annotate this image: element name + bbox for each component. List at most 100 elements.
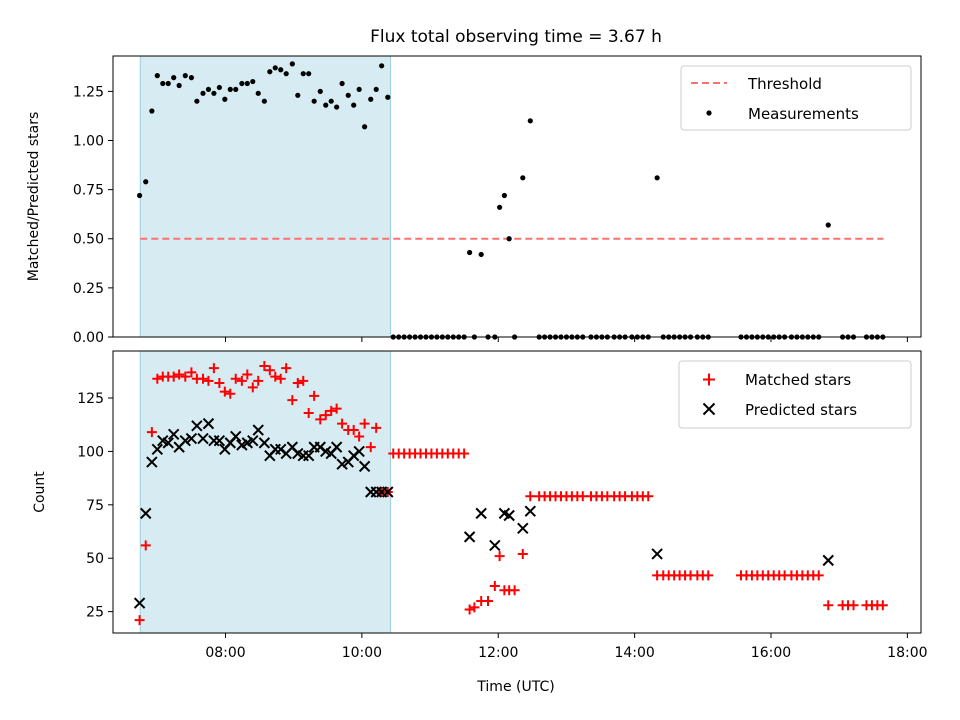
matched-star-point [264,365,275,376]
predicted-star-point [252,424,264,436]
matched-star-point [287,395,298,406]
predicted-star-point [330,441,343,453]
matched-star-point [134,615,145,626]
measurement-point [244,80,250,87]
x-tick-label: 18:00 [887,645,927,661]
y-tick-label: 0.25 [73,281,104,297]
matched-star-point [298,375,309,386]
measurement-point [182,73,188,79]
measurement-point [160,80,166,87]
matched-star-point [198,373,209,384]
measurement-point [200,90,206,96]
measurement-point [233,86,239,93]
matched-star-point [703,570,714,581]
matched-star-point [320,410,331,421]
x-tick-label: 12:00 [478,645,518,661]
predicted-star-point [162,437,174,449]
matched-star-point [281,363,292,374]
predicted-star-point [247,435,259,447]
y-tick-label: 1.00 [73,133,104,149]
predicted-star-point [258,437,271,449]
measurement-point [143,179,149,185]
observing-time-span [139,350,392,634]
measurement-point [283,71,289,77]
measurement-point [250,78,256,85]
observing-time-span [139,55,392,338]
predicted-star-point [302,449,315,462]
x-tick-label: 16:00 [751,645,791,661]
matched-star-point [270,371,281,382]
measurement-point [295,92,301,98]
matched-star-point [168,371,179,382]
predicted-star-point [353,445,365,458]
measurement-point [373,86,379,93]
matched-star-point [208,363,219,374]
matched-star-point [489,581,500,591]
measurement-point [478,251,484,258]
predicted-star-point [191,420,203,432]
matched-star-point [275,373,286,384]
matched-star-point [365,442,376,453]
predicted-star-point [167,428,180,441]
matched-star-point [219,386,230,397]
matched-star-point [180,371,191,382]
matched-star-point [359,418,370,429]
matched-star-point [230,373,241,384]
matched-star-point [877,600,888,611]
measurement-point [379,63,385,69]
measurement-point [345,92,351,98]
measurement-point [261,98,267,104]
predicted-star-point [197,432,209,445]
matched-star-point [517,548,528,559]
plot-frame [112,55,922,338]
matched-star-point [331,403,342,414]
y-tick-label: 0.00 [73,330,104,346]
predicted-star-point [140,507,152,520]
measurement-point [255,90,261,96]
measurement-point [351,102,357,108]
measurement-point [323,102,329,108]
predicted-star-point [133,597,146,609]
ratio-panel: 0.00 0.25 0.50 0.75 1.00 1.25 Matched/Predict… [26,55,922,346]
measurement-point [289,61,295,67]
measurement-point [205,86,212,93]
legend-measurements-swatch [706,110,712,116]
matched-star-point [459,448,470,459]
legend-measurements-label: Measurements [748,105,859,123]
matched-star-point [848,600,859,611]
matched-star-point [813,570,824,581]
measurement-point [136,192,143,199]
predicted-star-point [524,505,537,517]
predicted-star-point [213,435,226,447]
measurement-point [467,249,473,256]
legend-box [678,360,912,429]
predicted-star-point [202,417,215,430]
x-axis-label: Time (UTC) [476,679,554,695]
matched-star-point [309,390,320,401]
y-tick-label: 0.50 [73,232,104,248]
y-tick-label: 50 [86,551,104,567]
measurement-point [520,175,526,181]
matched-star-point [203,375,214,386]
legend-matched-label: Matched stars [745,371,851,389]
count-panel: 08:00 10:00 12:00 14:00 16:00 18:00 25 50 75 100 1… [32,350,928,695]
measurement-point [278,67,284,73]
measurement-point [194,98,200,104]
measurement-point [227,86,233,93]
matched-star-point [354,431,365,442]
legend-predicted-swatch [702,402,716,416]
chart-title: Flux total observing time = 3.67 h [370,27,662,47]
matched-star-point [140,540,151,551]
measurement-point [334,104,340,110]
predicted-star-point [230,430,242,443]
predicted-star-point [382,486,394,498]
matched-star-point [236,375,247,386]
predicted-star-point [146,456,158,468]
measurement-point [311,98,317,104]
plot-frame [112,350,922,634]
measurement-point [176,82,182,89]
measurement-point [171,75,177,81]
predicted-star-point [651,548,663,560]
legend-matched-swatch [703,373,715,386]
matched-star-point [146,427,157,438]
